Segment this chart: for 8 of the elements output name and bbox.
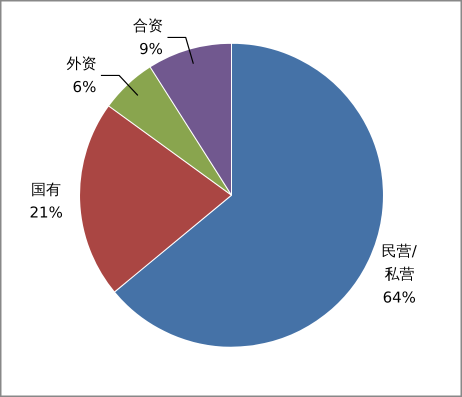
data-label: 21%: [30, 204, 63, 222]
data-label: 6%: [72, 78, 96, 96]
slice-label: 民营/私营: [382, 242, 418, 284]
slice-label: 合资: [132, 16, 163, 35]
slice-label: 外资: [66, 54, 96, 73]
slice-label: 国有: [31, 180, 62, 198]
data-label: 64%: [382, 288, 416, 307]
data-label: 9%: [139, 40, 163, 58]
